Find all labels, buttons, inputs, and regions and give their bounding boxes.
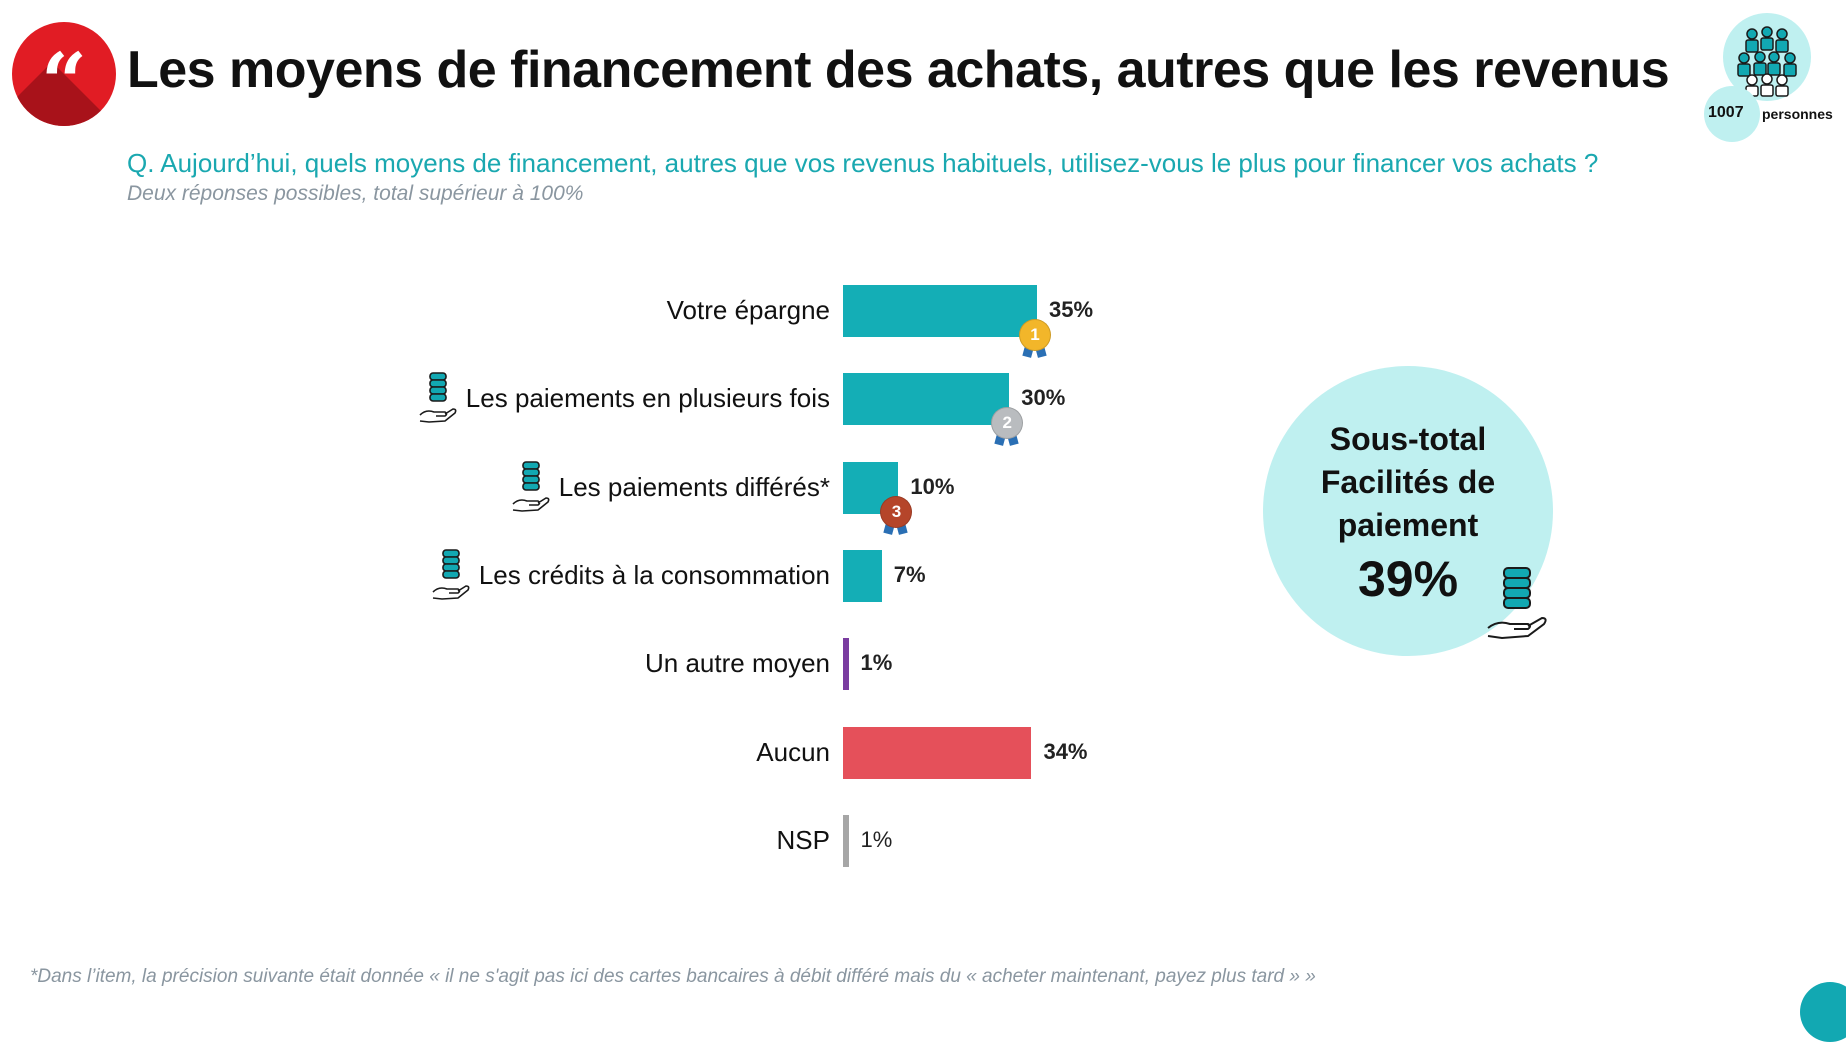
coins-in-hand-icon [512, 460, 550, 512]
quote-glyph: “ [40, 35, 87, 126]
bar-value-label: 1% [860, 650, 893, 676]
page-title: Les moyens de financement des achats, au… [127, 41, 1670, 99]
bar-label: Votre épargne [666, 295, 830, 325]
footnote: *Dans l’item, la précision suivante étai… [30, 966, 1316, 987]
medal-icon: 2 [991, 407, 1024, 447]
bar-label: NSP [776, 824, 830, 855]
medal-icon: 3 [880, 495, 913, 536]
bar-value-label: 30% [1021, 385, 1066, 411]
bar-value-label: 10% [910, 473, 955, 499]
medal-rank: 1 [1019, 319, 1051, 351]
subtotal-value: 39% [1357, 551, 1459, 607]
medal-rank: 3 [880, 495, 913, 528]
subtotal-title-line: Facilités de [1320, 464, 1496, 500]
bar [843, 285, 1037, 337]
medal-icon: 1 [1019, 319, 1051, 359]
bar-label: Les paiements en plusieurs fois [465, 383, 830, 414]
bar [843, 373, 1010, 426]
corner-decoration [1800, 982, 1846, 1042]
sample-count-bubble [1704, 86, 1760, 142]
bar-value-label: 7% [893, 561, 926, 587]
subtotal-title-line: Sous-total [1329, 421, 1487, 457]
answer-note: Deux réponses possibles, total supérieur… [127, 182, 584, 205]
bar-label: Les paiements différés* [558, 471, 830, 502]
bar-value-label: 1% [860, 826, 893, 852]
survey-question: Q. Aujourd’hui, quels moyens de financem… [127, 148, 1599, 178]
sample-count: 1007 [1708, 104, 1744, 121]
bar [843, 638, 849, 691]
bar-value-label: 35% [1049, 297, 1094, 322]
subtotal-title-line: paiement [1337, 507, 1479, 543]
coins-in-hand-icon [419, 372, 457, 424]
people-group-icon [1723, 13, 1811, 101]
bar-label: Un autre moyen [645, 648, 830, 679]
sample-unit: personnes [1762, 106, 1833, 122]
bar [843, 549, 882, 602]
quote-icon: “ [12, 22, 116, 126]
bar [843, 726, 1032, 779]
coins-in-hand-icon [432, 549, 470, 600]
bar [843, 814, 849, 867]
coins-in-hand-icon [1487, 567, 1547, 640]
medal-rank: 2 [991, 407, 1024, 440]
bar-label: Les crédits à la consommation [478, 559, 830, 590]
bar-value-label: 34% [1043, 738, 1088, 764]
bar-label: Aucun [756, 736, 830, 767]
subtotal-title: Sous-total Facilités de paiement [1263, 418, 1553, 547]
